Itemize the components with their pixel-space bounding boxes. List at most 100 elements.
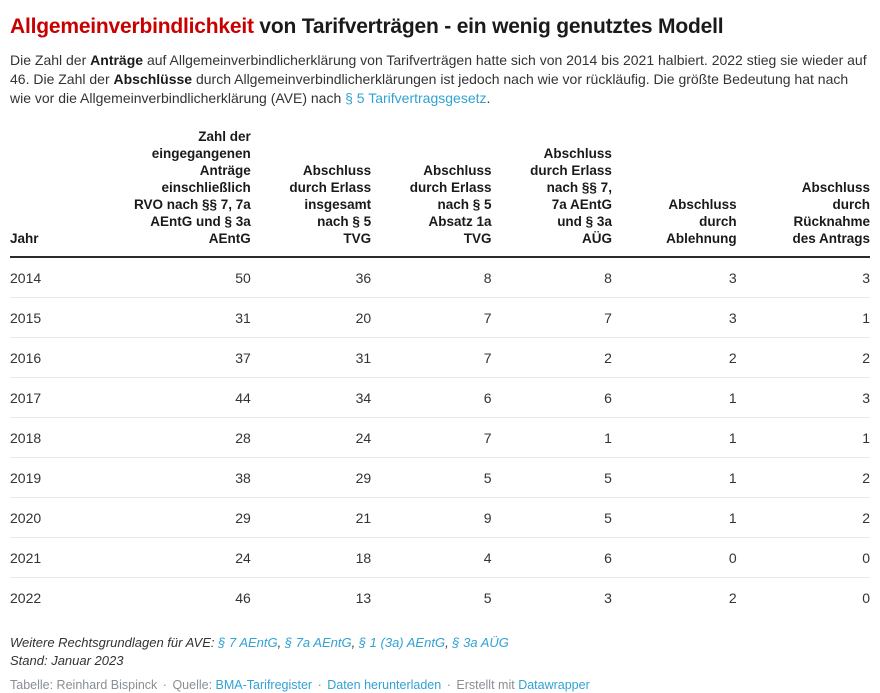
table-row: 2021 24 18 4 6 0 0 bbox=[10, 537, 870, 578]
value-cell: 36 bbox=[355, 270, 372, 286]
value-cell: 46 bbox=[235, 590, 251, 606]
year-cell: 2022 bbox=[10, 590, 42, 606]
value-cell: 6 bbox=[604, 390, 612, 406]
value-cell: 3 bbox=[728, 310, 737, 326]
download-data-link[interactable]: Daten herunterladen bbox=[327, 678, 442, 692]
legal-basis-link[interactable]: § 7 AEntG bbox=[218, 635, 278, 650]
page-title: Allgemeinverbindlichkeit von Tarifverträ… bbox=[10, 14, 870, 40]
year-cell: 2018 bbox=[10, 430, 42, 446]
value-cell: 13 bbox=[355, 590, 372, 606]
description-bold-antraege: Anträge bbox=[90, 52, 144, 68]
value-cell: 31 bbox=[235, 310, 251, 326]
description-text: auf Allgemeinverbindlicherklärung von Ta… bbox=[10, 52, 867, 87]
value-cell: 5 bbox=[483, 590, 492, 606]
tarifvertragsgesetz-link[interactable]: § 5 Tarifvertragsgesetz bbox=[345, 90, 487, 106]
value-cell: 7 bbox=[483, 310, 492, 326]
table-row: 2019 38 29 5 5 1 2 bbox=[10, 457, 870, 498]
legal-basis-link[interactable]: § 7a AEntG bbox=[284, 635, 352, 650]
description-bold-abschluesse: Abschlüsse bbox=[113, 71, 193, 87]
notes-link-separator: , bbox=[445, 635, 453, 650]
value-cell: 29 bbox=[355, 470, 372, 486]
byline-created-label: Erstellt mit bbox=[456, 678, 515, 692]
notes-link-separator: , bbox=[277, 635, 285, 650]
value-cell: 2 bbox=[862, 470, 870, 486]
value-cell: 1 bbox=[728, 470, 737, 486]
value-cell: 3 bbox=[604, 590, 612, 606]
datawrapper-link[interactable]: Datawrapper bbox=[518, 678, 590, 692]
value-cell: 44 bbox=[235, 390, 251, 406]
column-header: Abschluss durch Rücknahme des Antrags bbox=[792, 180, 870, 246]
value-cell: 7 bbox=[604, 310, 612, 326]
value-cell: 7 bbox=[483, 430, 492, 446]
column-header: Zahl der eingegangenen Anträge einschlie… bbox=[133, 129, 251, 246]
column-header: Abschluss durch Ablehnung bbox=[666, 197, 737, 246]
column-header: Abschluss durch Erlass nach § 5 Absatz 1… bbox=[409, 163, 492, 246]
value-cell: 24 bbox=[235, 550, 251, 566]
value-cell: 38 bbox=[235, 470, 251, 486]
value-cell: 1 bbox=[862, 430, 870, 446]
byline-separator: · bbox=[317, 678, 322, 692]
value-cell: 34 bbox=[355, 390, 372, 406]
value-cell: 2 bbox=[862, 350, 870, 366]
year-cell: 2017 bbox=[10, 390, 42, 406]
value-cell: 21 bbox=[355, 510, 372, 526]
stand-line: Stand: Januar 2023 bbox=[10, 653, 124, 668]
data-table: Jahr Zahl der eingegangenen Anträge einsc… bbox=[10, 128, 870, 617]
legal-basis-link[interactable]: § 3a AÜG bbox=[452, 635, 509, 650]
value-cell: 0 bbox=[728, 550, 737, 566]
value-cell: 1 bbox=[728, 510, 737, 526]
title-highlight: Allgemeinverbindlichkeit bbox=[10, 15, 254, 38]
table-row: 2022 46 13 5 3 2 0 bbox=[10, 577, 870, 618]
value-cell: 0 bbox=[862, 590, 870, 606]
value-cell: 3 bbox=[728, 270, 737, 286]
value-cell: 6 bbox=[483, 390, 492, 406]
column-header: Abschluss durch Erlass insgesamt nach § … bbox=[289, 163, 372, 246]
value-cell: 4 bbox=[483, 550, 492, 566]
value-cell: 2 bbox=[862, 510, 870, 526]
value-cell: 18 bbox=[355, 550, 372, 566]
notes-links: § 7 AEntG, § 7a AEntG, § 1 (3a) AEntG, §… bbox=[218, 635, 509, 650]
title-rest: von Tarifverträgen - ein wenig genutztes… bbox=[253, 15, 724, 38]
value-cell: 2 bbox=[728, 590, 737, 606]
table-body: 2014 50 36 8 8 3 3 2015 31 20 7 7 3 1 2016 37 31 7 2 2 2 2017… bbox=[10, 257, 870, 617]
table-row: 2018 28 24 7 1 1 1 bbox=[10, 417, 870, 458]
table-row: 2016 37 31 7 2 2 2 bbox=[10, 337, 870, 378]
description-text: durch Allgemeinverbindlicherklärungen is… bbox=[10, 71, 849, 106]
description-text: . bbox=[486, 90, 491, 106]
column-header: Jahr bbox=[10, 231, 39, 246]
value-cell: 1 bbox=[604, 430, 612, 446]
byline: Tabelle: Reinhard Bispinck · Quelle: BMA… bbox=[10, 677, 870, 693]
value-cell: 1 bbox=[728, 430, 737, 446]
value-cell: 1 bbox=[862, 310, 870, 326]
value-cell: 3 bbox=[862, 390, 870, 406]
table-row: 2017 44 34 6 6 1 3 bbox=[10, 377, 870, 418]
value-cell: 29 bbox=[235, 510, 251, 526]
byline-separator: · bbox=[162, 678, 167, 692]
byline-source-label: Quelle: bbox=[172, 678, 213, 692]
source-link[interactable]: BMA-Tarifregister bbox=[215, 678, 313, 692]
table-row: 2014 50 36 8 8 3 3 bbox=[10, 257, 870, 298]
value-cell: 5 bbox=[604, 510, 612, 526]
value-cell: 9 bbox=[483, 510, 492, 526]
table-row: 2020 29 21 9 5 1 2 bbox=[10, 497, 870, 538]
value-cell: 3 bbox=[862, 270, 870, 286]
value-cell: 28 bbox=[235, 430, 251, 446]
value-cell: 24 bbox=[355, 430, 372, 446]
year-cell: 2015 bbox=[10, 310, 42, 326]
notes-line: Weitere Rechtsgrundlagen für AVE: § 7 AE… bbox=[10, 634, 870, 651]
description: Die Zahl der Anträge auf Allgemeinverbin… bbox=[10, 51, 870, 108]
value-cell: 6 bbox=[604, 550, 612, 566]
year-cell: 2016 bbox=[10, 350, 42, 366]
value-cell: 0 bbox=[862, 550, 870, 566]
value-cell: 8 bbox=[604, 270, 612, 286]
description-text: Die Zahl der bbox=[10, 52, 91, 68]
value-cell: 5 bbox=[604, 470, 612, 486]
value-cell: 7 bbox=[483, 350, 492, 366]
byline-separator: · bbox=[446, 678, 451, 692]
legal-basis-link[interactable]: § 1 (3a) AEntG bbox=[358, 635, 446, 650]
value-cell: 31 bbox=[355, 350, 372, 366]
value-cell: 2 bbox=[728, 350, 737, 366]
year-cell: 2020 bbox=[10, 510, 42, 526]
value-cell: 1 bbox=[728, 390, 737, 406]
